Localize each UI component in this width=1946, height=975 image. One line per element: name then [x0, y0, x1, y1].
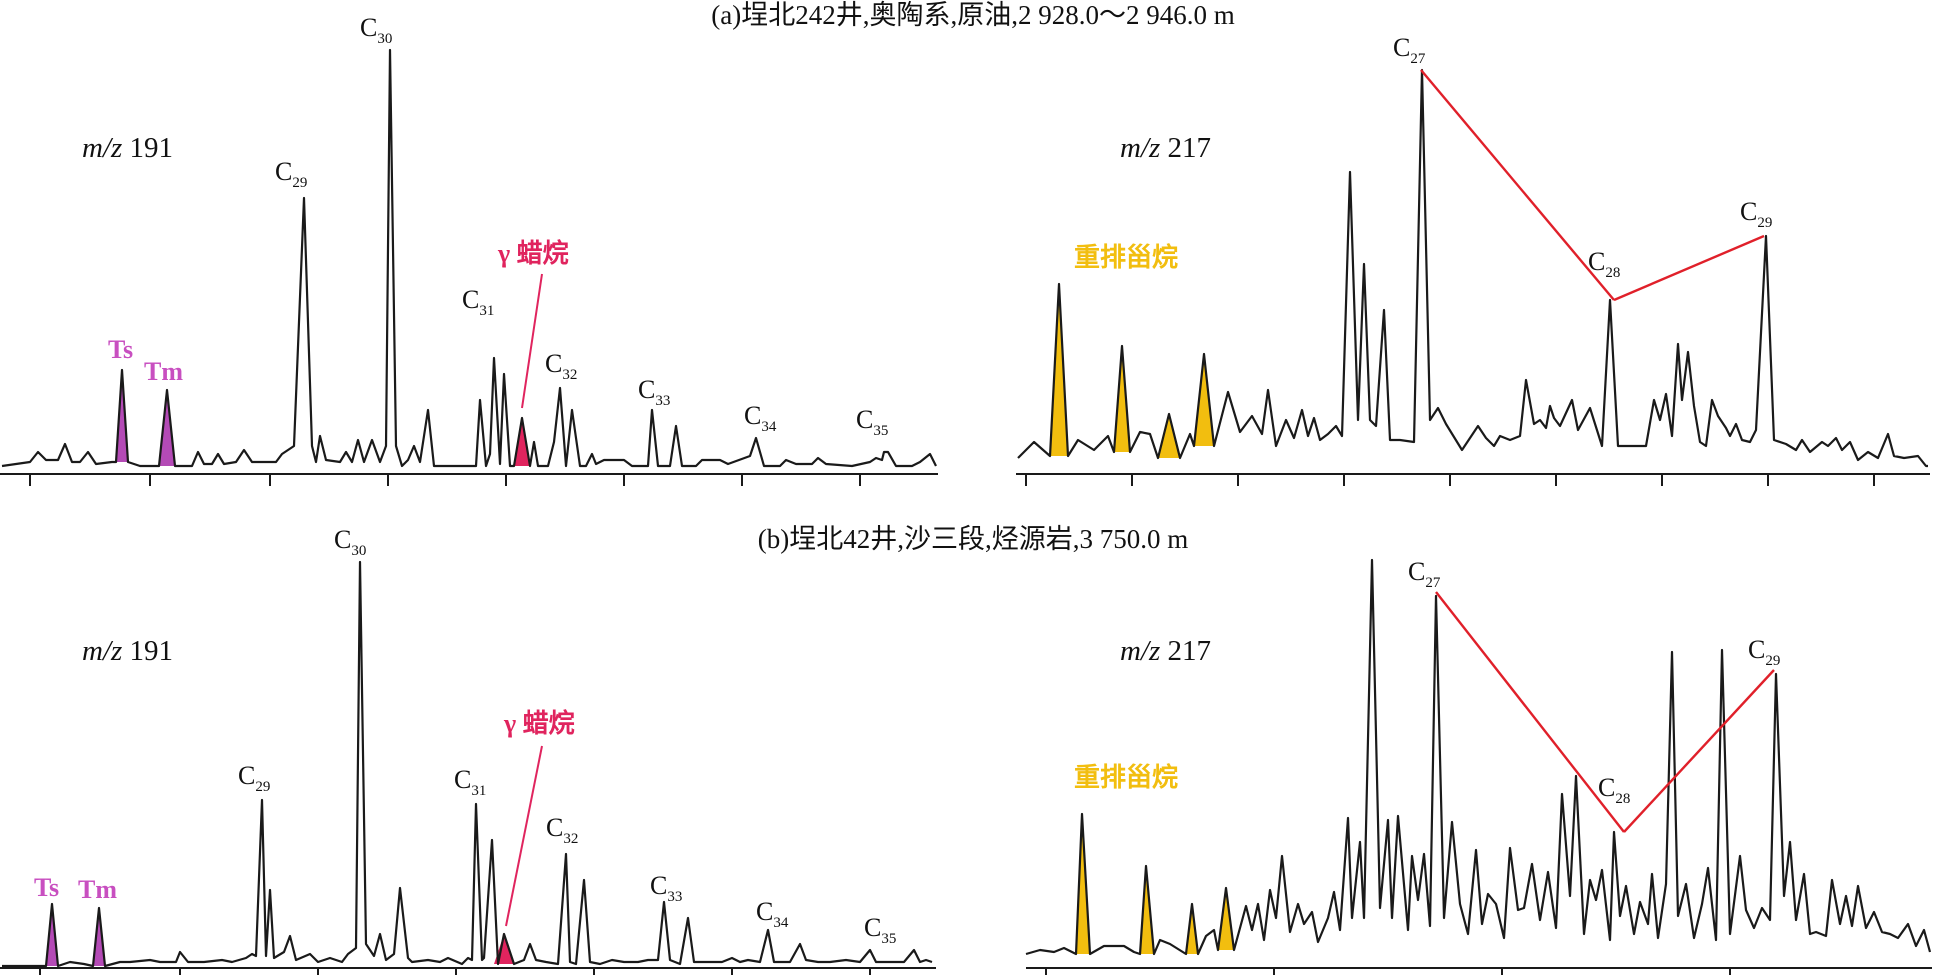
- connector-c28-c29-b: [1623, 669, 1775, 833]
- ion-prefix: m/z: [1120, 635, 1160, 667]
- panel-a: (a)埕北242井,奥陶系,原油,2 928.0～2 946.0 m m/z 1…: [0, 0, 1930, 486]
- panel-b-mz191-label: m/z 191: [82, 635, 173, 667]
- peak-label-c28-b217: C28: [1598, 773, 1630, 807]
- peak-label-c33-a191: C33: [638, 375, 670, 409]
- peak-label-c34-a191: C34: [744, 401, 777, 435]
- gammacerane-label-b: γ 蜡烷: [503, 708, 575, 738]
- panel-b-mz217-ticks: [1045, 968, 1731, 975]
- peak-label-c31-a191: C31: [462, 285, 494, 319]
- tm-peak-fill-a: [159, 390, 175, 466]
- diasterane-label-b: 重排甾烷: [1074, 762, 1178, 792]
- peak-label-c27-b217: C27: [1408, 557, 1441, 591]
- diasterane-peak-fill-a3: [1158, 414, 1180, 458]
- peak-label-c30-b191: C30: [334, 525, 366, 559]
- peak-label-c27-a217: C27: [1393, 33, 1426, 67]
- panel-a-mz217-ticks: [1025, 474, 1875, 486]
- gammacerane-leader-a: [521, 273, 543, 409]
- gammacerane-peak-fill-a: [514, 418, 530, 466]
- panel-b-mz191-ticks: [39, 968, 871, 975]
- panel-b-mz191-trace: [2, 560, 933, 968]
- panel-b-mz217: m/z 217 C27 C28 C29 重排甾烷: [1025, 557, 1932, 975]
- peak-label-c32-b191: C32: [546, 813, 578, 847]
- ion-mass: 191: [122, 132, 173, 164]
- panel-a-mz217-label: m/z 217: [1120, 132, 1211, 164]
- ion-prefix: m/z: [82, 132, 122, 164]
- connector-c27-c28-a: [1420, 69, 1615, 301]
- ts-label-a: Ts: [108, 335, 133, 364]
- peak-label-c34-b191: C34: [756, 897, 789, 931]
- diasterane-peak-fill-b3: [1186, 904, 1198, 954]
- panel-a-mz217: m/z 217 C27 C28 C29: [1016, 33, 1930, 486]
- ion-mass: 217: [1160, 635, 1211, 667]
- tm-label-a: Tm: [144, 357, 183, 386]
- diasterane-peak-fill-b2: [1140, 866, 1154, 954]
- connector-c27-c28-b: [1435, 591, 1625, 833]
- peak-label-c29-a191: C29: [275, 157, 307, 191]
- peak-label-c29-b217: C29: [1748, 635, 1780, 669]
- ts-peak-fill-a: [116, 370, 128, 462]
- diasterane-peak-fill-a2: [1114, 346, 1130, 452]
- peak-label-c32-a191: C32: [545, 349, 577, 383]
- panel-b-mz191: m/z 191 C29 C30 C31 C32 C33 C34 C35: [0, 525, 936, 975]
- gammacerane-leader-b: [505, 745, 543, 927]
- tm-peak-fill-b: [93, 908, 105, 966]
- ion-prefix: m/z: [1120, 132, 1160, 164]
- diasterane-label-a: 重排甾烷: [1074, 242, 1178, 272]
- diasterane-peak-fill-a4: [1194, 354, 1214, 446]
- panel-a-mz191: m/z 191 C29 C30 C31 C32 C33 C34: [0, 13, 938, 486]
- tm-label-b: Tm: [78, 875, 117, 904]
- ts-label-b: Ts: [34, 873, 59, 902]
- panel-a-mz191-trace: [1, 48, 937, 468]
- ion-mass: 217: [1160, 132, 1211, 164]
- diasterane-peak-fill-b1: [1076, 814, 1090, 954]
- gammacerane-label-a: γ 蜡烷: [497, 238, 569, 268]
- peak-label-c28-a217: C28: [1588, 247, 1620, 281]
- panel-b-title: (b)埕北42井,沙三段,烃源岩,3 750.0 m: [758, 524, 1188, 554]
- peak-label-c35-b191: C35: [864, 913, 896, 947]
- ion-mass: 191: [122, 635, 173, 667]
- peak-label-c31-b191: C31: [454, 765, 486, 799]
- peak-label-c33-b191: C33: [650, 871, 682, 905]
- ts-peak-fill-b: [46, 904, 58, 966]
- panel-a-mz217-trace: [1017, 68, 1928, 468]
- connector-c28-c29-a: [1613, 234, 1765, 302]
- panel-a-mz191-ticks: [29, 474, 861, 486]
- peak-label-c29-a217: C29: [1740, 197, 1772, 231]
- panel-a-title: (a)埕北242井,奥陶系,原油,2 928.0～2 946.0 m: [711, 0, 1234, 30]
- panel-b-mz217-label: m/z 217: [1120, 635, 1211, 667]
- peak-label-c29-b191: C29: [238, 761, 270, 795]
- ion-prefix: m/z: [82, 635, 122, 667]
- diasterane-peak-fill-a1: [1050, 284, 1068, 456]
- peak-label-c35-a191: C35: [856, 405, 888, 439]
- diasterane-peak-fill-b4: [1218, 888, 1234, 950]
- panel-a-mz191-label: m/z 191: [82, 132, 173, 164]
- panel-b-mz217-trace: [1025, 558, 1932, 956]
- peak-label-c30-a191: C30: [360, 13, 392, 47]
- panel-b: (b)埕北42井,沙三段,烃源岩,3 750.0 m m/z 191 C29 C…: [0, 524, 1932, 975]
